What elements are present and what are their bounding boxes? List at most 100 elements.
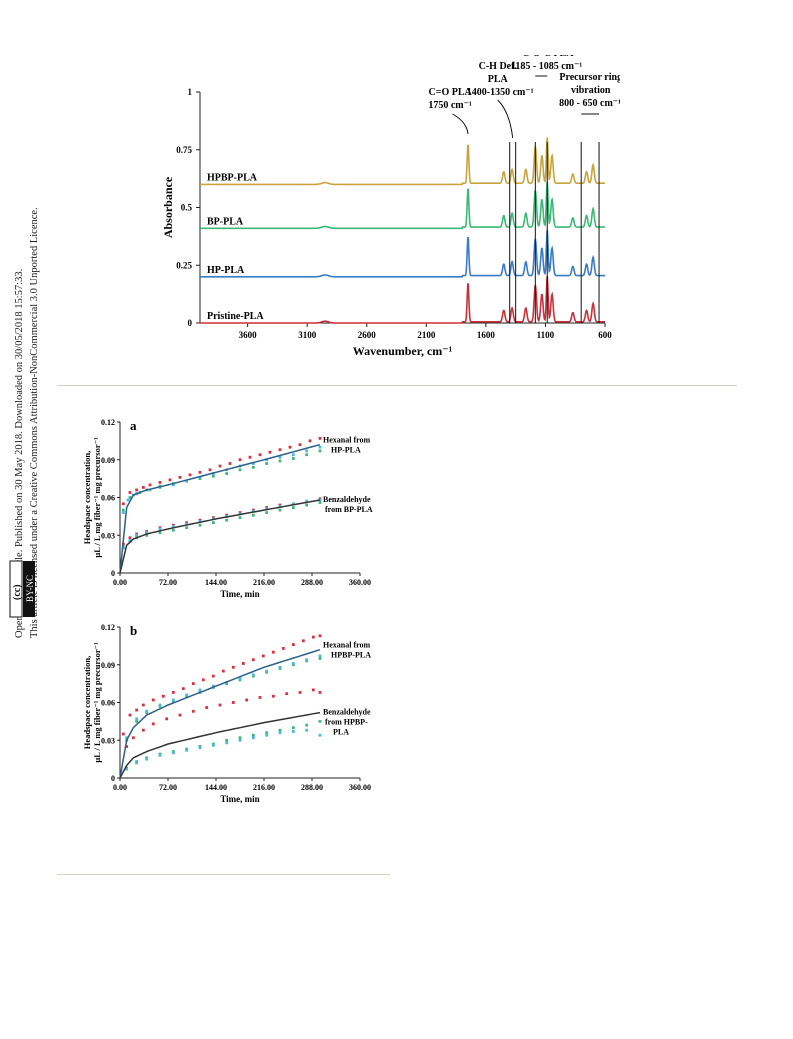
data-point — [261, 654, 265, 658]
data-point — [281, 646, 285, 650]
data-point — [128, 536, 132, 540]
y-tick-label: 0.09 — [101, 456, 115, 465]
cc-badge-dark — [23, 561, 35, 617]
data-point — [231, 701, 235, 704]
data-point — [198, 475, 202, 479]
series-label: HP-PLA — [207, 265, 245, 276]
y-tick-label: 0.06 — [101, 699, 115, 708]
x-tick-label: 0.00 — [113, 783, 127, 792]
data-point — [148, 483, 152, 487]
spectrum-line — [200, 276, 605, 324]
data-point — [265, 669, 269, 673]
data-point — [238, 458, 242, 462]
release-kinetics-chart-b: 0 0.03 0.06 0.09 0.12 0.00 72.00 144.00 216.00 28… — [82, 623, 371, 804]
y-tick-label: 0 — [111, 774, 115, 783]
data-point — [201, 678, 205, 682]
section-divider-2 — [57, 874, 390, 875]
data-point — [238, 736, 242, 740]
data-point — [278, 459, 282, 463]
data-point — [265, 731, 269, 735]
data-point — [265, 511, 269, 514]
series-label: Pristine-PLA — [207, 311, 264, 322]
cc-badge-frame — [9, 560, 23, 618]
data-point — [318, 445, 322, 449]
data-point — [185, 526, 189, 530]
y-tick-label: 0.03 — [101, 531, 115, 540]
x-tick-label: 144.00 — [205, 578, 227, 587]
data-point — [271, 650, 275, 654]
data-point — [131, 736, 135, 740]
x-tick-label: 72.00 — [159, 578, 177, 587]
annotation-co-range: 1750 cm⁻¹ — [428, 100, 472, 111]
data-point — [225, 741, 229, 745]
data-point — [205, 706, 209, 709]
section-divider-1 — [57, 385, 737, 386]
cc-badge[interactable]: (cc) BY-NC — [9, 560, 37, 618]
data-point — [271, 694, 275, 698]
data-point — [258, 453, 262, 457]
data-point — [265, 733, 269, 737]
data-point — [158, 703, 162, 707]
data-point — [238, 516, 242, 520]
data-point — [185, 693, 189, 697]
data-point — [145, 757, 149, 761]
data-point — [291, 453, 295, 457]
data-point — [218, 703, 222, 707]
data-point — [171, 528, 175, 532]
data-point — [278, 508, 282, 512]
data-point — [208, 468, 212, 472]
x-tick-label: 3100 — [298, 330, 317, 340]
data-point — [305, 503, 309, 507]
data-point — [125, 736, 129, 740]
data-point — [251, 513, 255, 517]
cc-badge-svg: (cc) BY-NC — [9, 560, 35, 618]
data-point — [128, 713, 132, 717]
data-point — [251, 673, 255, 677]
x-tick-label: 600 — [598, 330, 612, 340]
data-point — [171, 698, 175, 702]
x-tick-label: 288.00 — [301, 578, 323, 587]
data-point — [185, 522, 189, 526]
data-point — [158, 753, 162, 757]
x-tick-label: 1600 — [477, 330, 496, 340]
y-tick-label: 0.12 — [101, 418, 115, 427]
data-point — [158, 481, 162, 484]
y-tick-label: 0.06 — [101, 494, 115, 503]
x-axis-title: Time, min — [220, 794, 259, 804]
curve-label-line1: Benzaldehyde — [323, 495, 371, 504]
data-point — [211, 684, 215, 688]
data-point — [125, 745, 129, 748]
data-point — [278, 455, 282, 459]
data-point — [291, 643, 295, 647]
y-axis-title-line2: μL / L mg fiber⁻¹ mg precursor⁻¹ — [92, 642, 102, 763]
data-point — [178, 475, 182, 479]
curve-label-line2: from HPBP- — [325, 718, 368, 727]
release-kinetics-chart-a: 0 0.03 0.06 0.09 0.12 0.00 72.00 144.00 216.00 28… — [82, 418, 373, 599]
x-axis-title: Time, min — [220, 589, 259, 599]
data-point — [198, 746, 202, 750]
model-curve — [119, 443, 321, 574]
y-tick-label: 0.09 — [101, 661, 115, 670]
annotation-ring-sub: vibration — [571, 85, 611, 96]
x-tick-label: 288.00 — [301, 783, 323, 792]
data-point — [198, 520, 202, 523]
data-point — [291, 662, 295, 665]
model-curve — [119, 499, 321, 574]
data-point — [135, 761, 139, 765]
data-point — [245, 698, 249, 702]
data-point — [241, 662, 245, 665]
curve-label-line2: HP-PLA — [331, 446, 361, 455]
curve-label-line1: Benzaldehyde — [323, 708, 371, 717]
data-point — [285, 692, 289, 696]
series-label: HPBP-PLA — [207, 172, 258, 183]
license-sidebar: Open Access Article. Published on 30 May… — [6, 20, 40, 640]
annotation-co-arrow — [452, 113, 469, 135]
data-point — [158, 527, 162, 531]
data-point — [318, 449, 322, 453]
data-point — [225, 738, 229, 742]
data-point — [291, 730, 295, 733]
data-point — [121, 511, 125, 514]
data-point — [188, 473, 192, 477]
y-tick-label: 0.03 — [101, 736, 115, 745]
data-point — [238, 468, 242, 472]
